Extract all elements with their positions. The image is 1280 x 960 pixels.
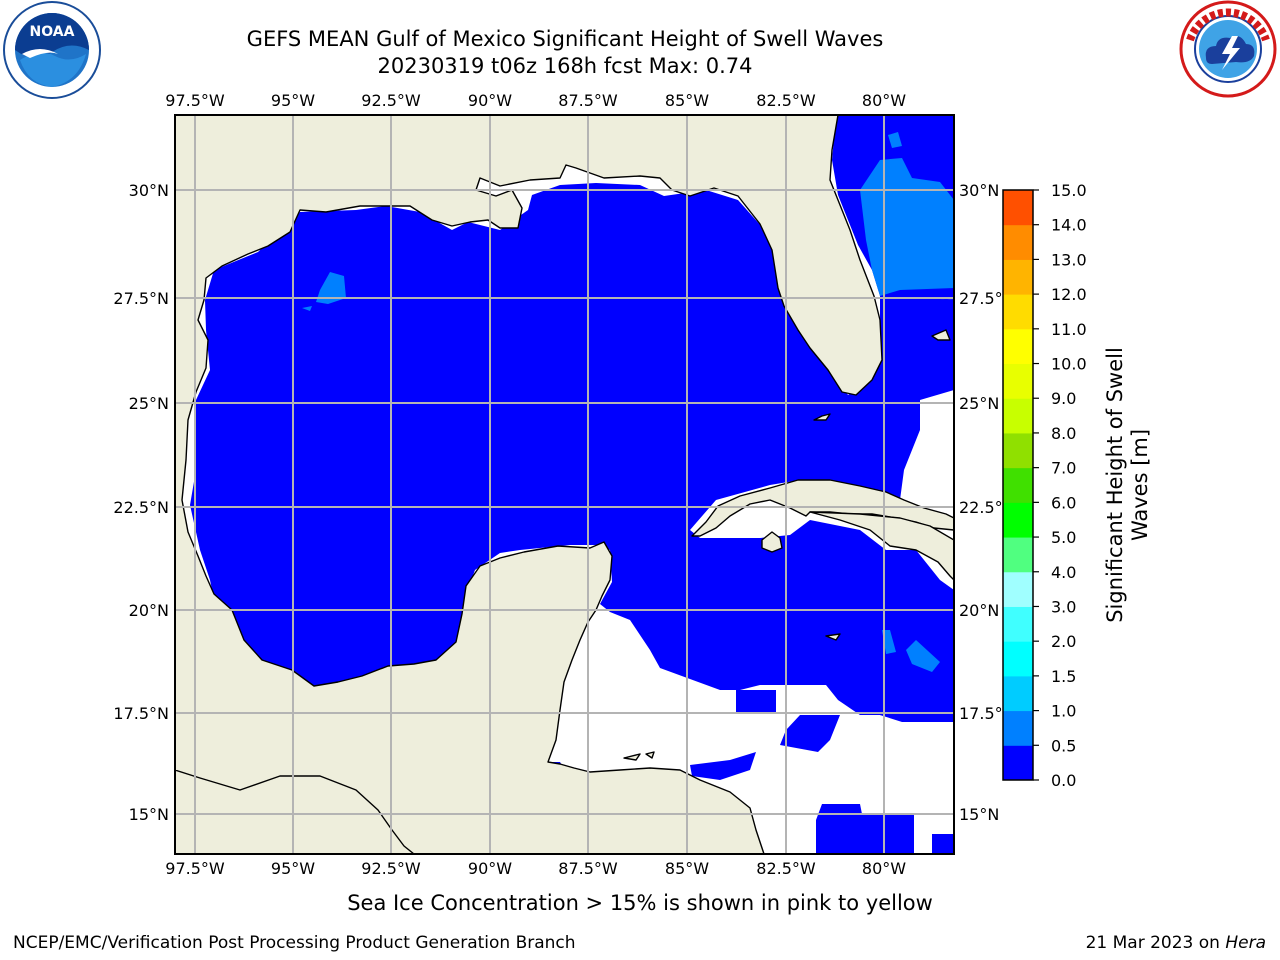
colorbar-tick-label: 3.0 — [1051, 597, 1076, 616]
lon-label: 92.5°W — [361, 91, 421, 110]
lat-label: 17.5°N — [959, 704, 1015, 723]
colorbar-tick-label: 12.0 — [1051, 285, 1087, 304]
lon-label: 87.5°W — [558, 859, 618, 878]
colorbar-segment — [1003, 745, 1033, 781]
lon-labels-top: 97.5°W 95°W 92.5°W 90°W 87.5°W 85°W 82.5… — [165, 91, 906, 110]
colorbar-tick-label: 10.0 — [1051, 355, 1087, 374]
sea-ice-note: Sea Ice Concentration > 15% is shown in … — [347, 891, 933, 915]
lon-label: 85°W — [665, 859, 709, 878]
lon-label: 92.5°W — [361, 859, 421, 878]
cuba-east-land — [809, 511, 954, 581]
colorbar-segment — [1003, 502, 1033, 538]
lon-label: 97.5°W — [165, 859, 225, 878]
lon-label: 87.5°W — [558, 91, 618, 110]
machine-name: Hera — [1225, 933, 1266, 953]
lat-label: 20°N — [129, 601, 169, 620]
chart-title: GEFS MEAN Gulf of Mexico Significant Hei… — [246, 27, 884, 51]
run-date: 21 Mar 2023 on Hera — [1086, 933, 1266, 953]
noaa-logo: NOAA — [3, 1, 101, 99]
colorbar-tick-label: 6.0 — [1051, 493, 1076, 512]
colorbar-tick-label: 13.0 — [1051, 250, 1087, 269]
lat-label: 25°N — [129, 394, 169, 413]
lat-label: 27.5°N — [959, 289, 1015, 308]
nws-logo — [1179, 0, 1277, 98]
run-date-text: 21 Mar 2023 on — [1085, 933, 1220, 953]
colorbar-label-line2: Waves [m] — [1128, 428, 1152, 542]
lon-label: 85°W — [665, 91, 709, 110]
lon-label: 90°W — [468, 91, 512, 110]
north-america-land — [175, 115, 883, 854]
colorbar-ticks: 0.0 0.5 1.0 1.5 2.0 3.0 4.0 5.0 6.0 7.0 8.0 9.0 10.0… — [1033, 181, 1087, 790]
colorbar-tick-label: 11.0 — [1051, 320, 1087, 339]
colorbar-segment — [1003, 224, 1033, 260]
lon-label: 95°W — [271, 91, 315, 110]
colorbar-tick-label: 1.0 — [1051, 702, 1076, 721]
colorbar-segment — [1003, 294, 1033, 330]
colorbar-segment — [1003, 675, 1033, 712]
colorbar-segment — [1003, 641, 1033, 677]
gulf-swell-field — [190, 183, 954, 720]
graticule — [175, 115, 954, 854]
lat-labels-right: 30°N 27.5°N 25°N 22.5°N 20°N 17.5°N 15°N — [959, 181, 1015, 824]
colorbar-tick-label: 15.0 — [1051, 181, 1087, 200]
lon-label: 80°W — [862, 91, 906, 110]
colorbar-tick-label: 0.5 — [1051, 736, 1076, 755]
colorbar — [1002, 189, 1034, 781]
colorbar-tick-label: 4.0 — [1051, 563, 1076, 582]
colorbar-tick-label: 2.0 — [1051, 632, 1076, 651]
lat-labels-left: 30°N 27.5°N 25°N 22.5°N 20°N 17.5°N 15°N — [113, 181, 169, 824]
lat-label: 27.5°N — [113, 289, 169, 308]
lon-label: 97.5°W — [165, 91, 225, 110]
colorbar-label-line1: Significant Height of Swell — [1103, 347, 1127, 623]
lat-label: 15°N — [959, 805, 999, 824]
lon-label: 90°W — [468, 859, 512, 878]
lat-label: 22.5°N — [113, 498, 169, 517]
colorbar-tick-label: 14.0 — [1051, 216, 1087, 235]
colorbar-tick-label: 0.0 — [1051, 771, 1076, 790]
lat-label: 22.5°N — [959, 498, 1015, 517]
lat-label: 20°N — [959, 601, 999, 620]
credit-text: NCEP/EMC/Verification Post Processing Pr… — [13, 933, 576, 953]
colorbar-segment — [1003, 710, 1033, 746]
noaa-logo-text: NOAA — [30, 24, 75, 40]
map-frame — [174, 114, 955, 855]
lat-label: 30°N — [129, 181, 169, 200]
lat-label: 15°N — [129, 805, 169, 824]
colorbar-tick-label: 8.0 — [1051, 424, 1076, 443]
colorbar-tick-label: 5.0 — [1051, 528, 1076, 547]
colorbar-segment — [1003, 432, 1033, 469]
colorbar-segment — [1003, 328, 1033, 365]
colorbar-tick-label: 7.0 — [1051, 459, 1076, 478]
colorbar-frame — [1002, 189, 1034, 781]
lon-label: 80°W — [862, 859, 906, 878]
lat-label: 17.5°N — [113, 704, 169, 723]
chart-subtitle: 20230319 t06z 168h fcst Max: 0.74 — [377, 54, 753, 78]
isle-of-youth — [761, 531, 783, 553]
colorbar-segment — [1003, 363, 1033, 399]
colorbar-segment — [1003, 571, 1033, 607]
colorbar-segment — [1003, 190, 1033, 226]
colorbar-label: Significant Height of Swell Waves [m] — [1103, 347, 1153, 623]
lon-label: 82.5°W — [756, 91, 816, 110]
colorbar-segment — [1003, 537, 1033, 573]
colorbar-segment — [1003, 398, 1033, 434]
lon-label: 82.5°W — [756, 859, 816, 878]
colorbar-segment — [1003, 606, 1033, 642]
colorbar-tick-label: 1.5 — [1051, 667, 1076, 686]
colorbar-tick-label: 9.0 — [1051, 389, 1076, 408]
colorbar-segment — [1003, 467, 1033, 503]
lat-label: 30°N — [959, 181, 999, 200]
lat-label: 25°N — [959, 394, 999, 413]
colorbar-segment — [1003, 259, 1033, 295]
lon-labels-bottom: 97.5°W 95°W 92.5°W 90°W 87.5°W 85°W 82.5… — [165, 859, 906, 878]
lon-label: 95°W — [271, 859, 315, 878]
